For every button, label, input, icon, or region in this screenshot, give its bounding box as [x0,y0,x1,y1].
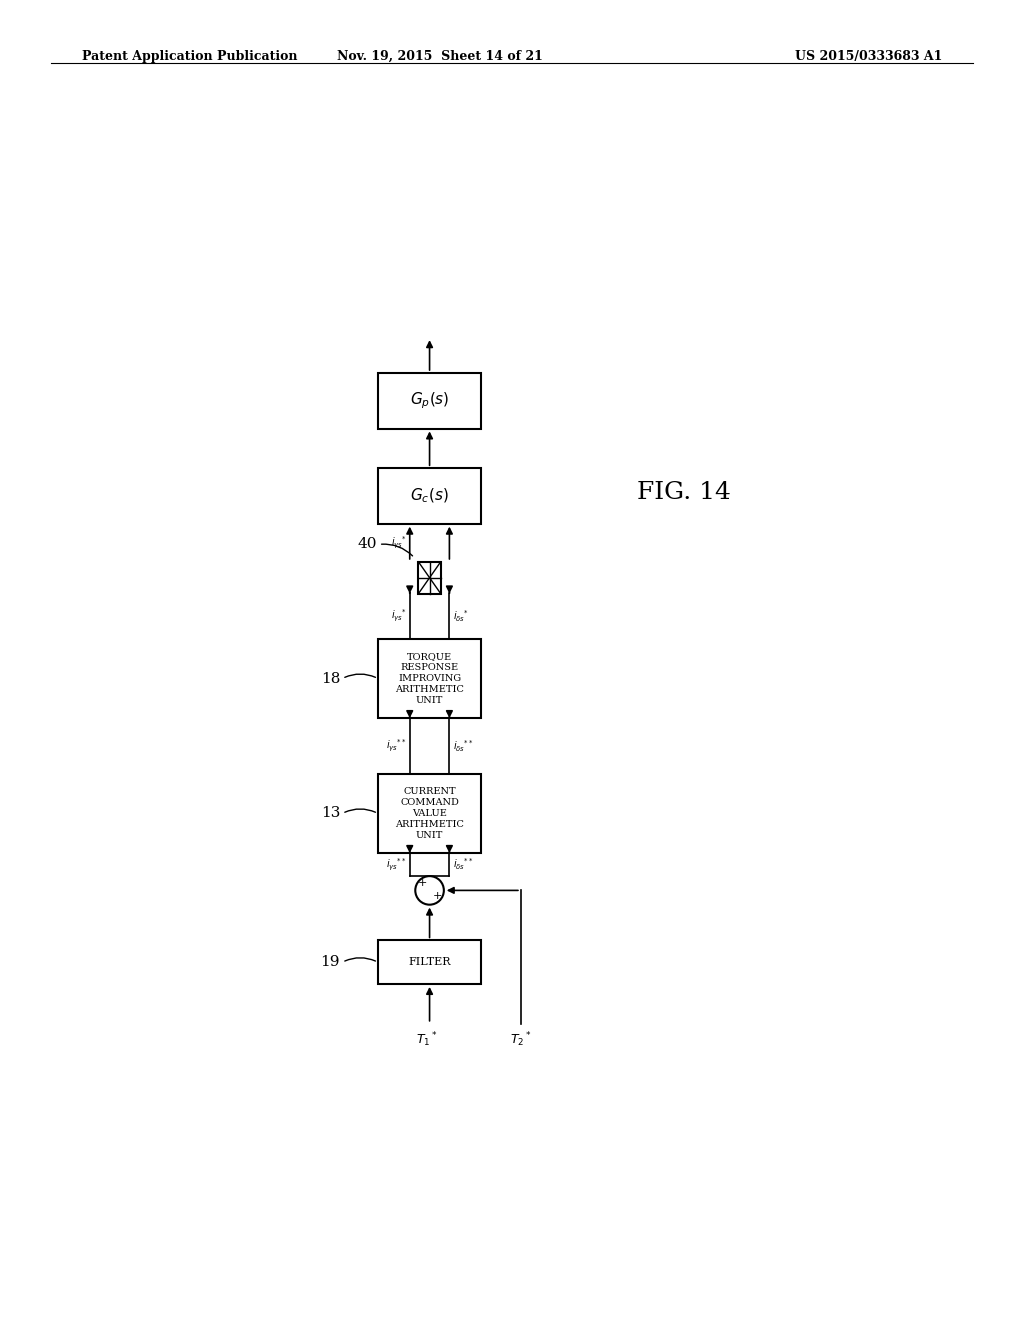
Text: FIG. 14: FIG. 14 [637,480,730,503]
Text: $T_1{}^*$: $T_1{}^*$ [417,1030,438,1049]
Text: $i_{\gamma s}{}^{**}$: $i_{\gamma s}{}^{**}$ [386,738,407,754]
Text: +: + [433,891,442,902]
Text: CURRENT
COMMAND
VALUE
ARITHMETIC
UNIT: CURRENT COMMAND VALUE ARITHMETIC UNIT [395,787,464,840]
Text: +: + [418,878,427,887]
Text: $i_{\delta s}{}^{**}$: $i_{\delta s}{}^{**}$ [453,738,473,754]
Text: Patent Application Publication: Patent Application Publication [82,50,297,63]
Bar [378,639,481,718]
Text: 13: 13 [321,807,340,821]
Text: $i_{\gamma s}{}^{*}$: $i_{\gamma s}{}^{*}$ [391,609,407,624]
Bar [378,469,481,524]
Text: 19: 19 [321,956,340,969]
Bar [419,562,440,594]
Text: FILTER: FILTER [409,957,451,968]
Text: $T_2{}^*$: $T_2{}^*$ [510,1030,531,1049]
Text: Nov. 19, 2015  Sheet 14 of 21: Nov. 19, 2015 Sheet 14 of 21 [337,50,544,63]
Text: 18: 18 [321,672,340,685]
Text: $i_{\gamma s}{}^{*}$: $i_{\gamma s}{}^{*}$ [391,535,407,550]
Text: $i_{\delta s}{}^{**}$: $i_{\delta s}{}^{**}$ [453,857,473,873]
Text: $i_{\delta s}{}^{*}$: $i_{\delta s}{}^{*}$ [453,609,469,624]
Bar [378,940,481,983]
Text: $G_c(s)$: $G_c(s)$ [411,487,449,506]
Circle shape [416,876,443,904]
Text: $i_{\gamma s}{}^{**}$: $i_{\gamma s}{}^{**}$ [386,857,407,873]
Text: US 2015/0333683 A1: US 2015/0333683 A1 [795,50,942,63]
Text: TORQUE
RESPONSE
IMPROVING
ARITHMETIC
UNIT: TORQUE RESPONSE IMPROVING ARITHMETIC UNI… [395,652,464,705]
Bar [378,774,481,853]
Bar [378,374,481,429]
Text: $G_p(s)$: $G_p(s)$ [410,391,450,411]
Text: 40: 40 [357,537,377,552]
